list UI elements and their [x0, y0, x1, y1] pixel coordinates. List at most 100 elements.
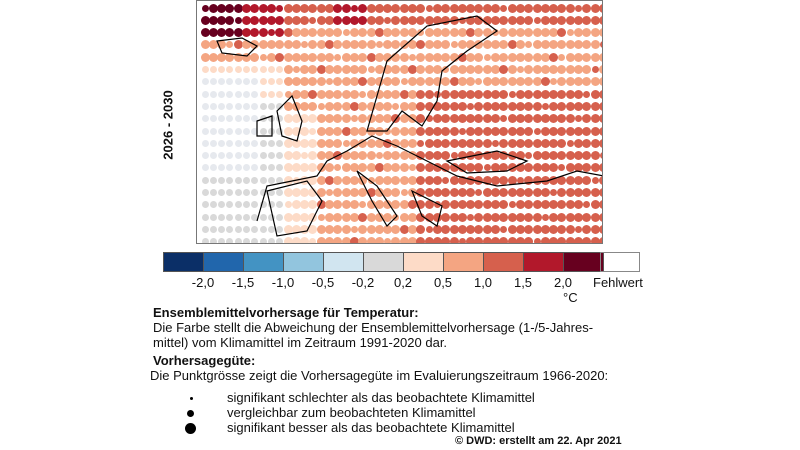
grid-point: [276, 127, 284, 135]
grid-point: [308, 77, 318, 87]
grid-point: [251, 127, 259, 135]
grid-point: [449, 175, 459, 185]
grid-point: [424, 163, 434, 173]
grid-point: [226, 115, 234, 123]
grid-point: [243, 213, 250, 221]
grid-point: [491, 200, 500, 210]
grid-point: [408, 89, 417, 99]
grid-point: [532, 151, 542, 161]
grid-point: [565, 3, 575, 13]
grid-point: [549, 126, 559, 136]
grid-point: [449, 77, 459, 87]
grid-point: [541, 102, 549, 110]
grid-point: [243, 164, 250, 172]
grid-point: [425, 4, 433, 12]
grid-point: [524, 114, 534, 124]
grid-point: [316, 15, 326, 25]
grid-point: [358, 138, 368, 148]
grid-point: [416, 40, 426, 50]
grid-point: [392, 102, 400, 110]
grid-point: [366, 101, 376, 111]
grid-point: [208, 15, 218, 25]
grid-point: [416, 188, 426, 197]
grid-point: [532, 224, 542, 234]
grid-point: [565, 101, 575, 111]
grid-point: [251, 176, 259, 184]
grid-point: [358, 237, 368, 243]
grid-point: [209, 127, 217, 135]
grid-point: [492, 139, 499, 147]
grid-point: [399, 224, 409, 234]
grid-point: [432, 114, 442, 124]
grid-point: [474, 3, 484, 13]
grid-point: [325, 3, 334, 13]
grid-point: [425, 115, 433, 123]
grid-point: [540, 40, 550, 50]
grid-point: [234, 152, 242, 160]
grid-point: [574, 77, 583, 87]
grid-point: [308, 175, 318, 185]
grid-point: [408, 237, 417, 243]
grid-point: [283, 52, 293, 62]
grid-point: [582, 212, 592, 222]
grid-point: [441, 212, 451, 222]
grid-point: [333, 200, 343, 210]
grid-point: [334, 53, 342, 61]
grid-point: [359, 201, 367, 209]
grid-point: [358, 212, 368, 222]
grid-point: [308, 89, 318, 99]
grid-point: [292, 66, 300, 73]
grid-point: [267, 127, 275, 135]
grid-point: [582, 224, 592, 234]
grid-point: [333, 3, 343, 13]
grid-point: [574, 89, 583, 99]
grid-point: [316, 28, 326, 38]
grid-point: [259, 78, 267, 86]
grid-point: [491, 15, 500, 25]
grid-point: [316, 200, 326, 210]
grid-point: [243, 176, 250, 184]
grid-point: [441, 138, 451, 148]
grid-point: [432, 224, 442, 234]
grid-point: [258, 15, 268, 25]
grid-point: [474, 151, 484, 161]
grid-point: [457, 77, 467, 87]
grid-point: [359, 90, 367, 98]
grid-point: [416, 77, 426, 87]
grid-point: [540, 224, 550, 234]
grid-point: [574, 15, 583, 25]
grid-point: [259, 90, 267, 98]
grid-point: [218, 225, 226, 233]
grid-point: [432, 3, 442, 13]
grid-point: [251, 201, 259, 209]
grid-point: [291, 188, 301, 197]
grid-point: [466, 200, 476, 210]
grid-point: [424, 237, 434, 243]
grid-point: [333, 40, 343, 50]
grid-point: [449, 114, 459, 124]
colorbar-tick: -1,0: [271, 275, 295, 290]
grid-point: [399, 15, 409, 25]
grid-point: [442, 66, 450, 73]
grid-point: [399, 3, 409, 13]
grid-point: [251, 115, 259, 123]
grid-point: [209, 115, 217, 123]
grid-point: [333, 237, 343, 243]
grid-point: [508, 90, 516, 98]
grid-point: [482, 101, 492, 111]
grid-point: [441, 77, 451, 87]
grid-point: [557, 138, 567, 148]
grid-point: [358, 188, 368, 197]
grid-point: [250, 28, 260, 38]
grid-point: [209, 189, 217, 196]
grid-point: [449, 52, 459, 62]
grid-point: [524, 52, 534, 62]
grid-point: [474, 200, 484, 210]
grid-point: [408, 200, 417, 210]
grid-point: [565, 200, 575, 210]
grid-point: [582, 126, 592, 136]
grid-point: [366, 89, 376, 99]
grid-point: [391, 237, 401, 243]
grid-point: [515, 52, 525, 62]
grid-point: [474, 224, 484, 234]
